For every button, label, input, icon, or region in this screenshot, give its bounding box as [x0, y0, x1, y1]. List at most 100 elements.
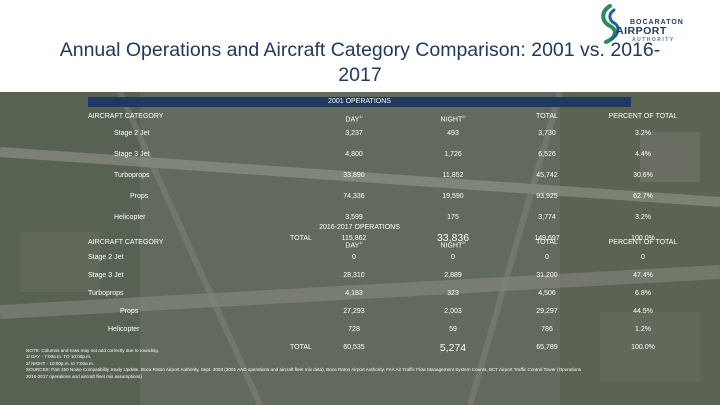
airport-logo: BOCARATON AIRPORT AUTHORITY [596, 4, 716, 48]
note-line: 2/ NIGHT - 10:00p.m. to 7:00a.m. [26, 360, 95, 366]
section-2016-title: 2016-2017 OPERATIONS [319, 224, 400, 231]
header-percent: PERCENT OF TOTAL [608, 239, 678, 246]
table-row: Turboprops 33,890 11,852 45,742 30.6% [88, 165, 683, 186]
total-cell: 0 [545, 254, 549, 261]
total-cell: 3,730 [538, 130, 556, 137]
header-total: TOTAL [536, 239, 558, 246]
table-row: Stage 3 Jet 4,800 1,726 6,526 4.4% [88, 144, 683, 165]
category-cell: Stage 3 Jet [88, 272, 124, 279]
percent-cell: 3.2% [635, 130, 651, 137]
table-row: Props 27,293 2,003 29,297 44.5% [88, 303, 683, 321]
table-total-row: TOTAL 60,535 5,274 65,789 100.0% [88, 339, 683, 357]
night-cell: 2,003 [444, 308, 462, 315]
night-total-cell: 33,836 [436, 232, 470, 244]
day-cell: 4,183 [345, 290, 363, 297]
day-cell: 33,890 [343, 172, 365, 179]
total-cell: 45,742 [536, 172, 558, 179]
header-day: DAY1/ [345, 240, 363, 250]
table-row: Props 74,336 19,590 93,925 62.7% [88, 186, 683, 207]
table-total-row: TOTAL 115,862 33,836 149,697 100.0% [88, 228, 683, 249]
grand-total-cell: 65,789 [536, 344, 558, 351]
day-cell: 3,599 [345, 214, 363, 221]
slide-title: Annual Operations and Aircraft Category … [59, 39, 661, 86]
table-row: Helicopter 728 59 786 1.2% [88, 321, 683, 339]
header-percent: PERCENT OF TOTAL [608, 113, 678, 120]
night-cell: 323 [447, 290, 459, 297]
category-cell: Turboprops [88, 290, 124, 297]
night-total-cell: 5,274 [439, 342, 467, 354]
category-cell: Turboprops [114, 172, 150, 179]
grand-total-cell: 149,697 [534, 235, 560, 242]
percent-cell: 6.8% [635, 290, 651, 297]
section-2001-title: 2001 OPERATIONS [88, 97, 631, 107]
header-day: DAY1/ [345, 114, 363, 124]
aerial-photo-background [0, 92, 720, 405]
table-2001: AIRCRAFT CATEGORY DAY1/ NIGHT2/ TOTAL PE… [88, 111, 683, 249]
day-cell: 27,293 [343, 308, 365, 315]
percent-cell: 0 [641, 254, 645, 261]
header-night: NIGHT2/ [440, 240, 466, 250]
total-cell: 6,526 [538, 151, 556, 158]
day-cell: 728 [348, 326, 360, 333]
day-total-cell: 115,862 [341, 235, 367, 242]
note-line: NOTE: Columns and rows may not add corre… [26, 348, 160, 353]
percent-cell: 44.5% [633, 308, 653, 315]
logo-middle-text: AIRPORT [616, 25, 667, 37]
night-cell: 175 [447, 214, 459, 221]
percent-cell: 62.7% [633, 193, 653, 200]
night-cell: 11,852 [442, 172, 464, 179]
slide-header: Annual Operations and Aircraft Category … [0, 0, 720, 92]
header-total: TOTAL [536, 113, 558, 120]
logo-top-text: BOCARATON [630, 19, 684, 26]
percent-total-cell: 100.0% [631, 344, 655, 351]
category-cell: Stage 3 Jet [114, 151, 150, 158]
category-cell: Props [120, 308, 139, 315]
table-row: Stage 3 Jet 28,310 2,889 31,200 47.4% [88, 267, 683, 285]
total-cell: 93,925 [536, 193, 558, 200]
night-cell: 19,590 [442, 193, 464, 200]
footnotes: NOTE: Columns and rows may not add corre… [26, 348, 701, 380]
table-row: Turboprops 4,183 323 4,506 6.8% [88, 285, 683, 303]
header-night: NIGHT2/ [440, 114, 466, 124]
night-cell: 493 [447, 130, 459, 137]
night-cell: 2,889 [444, 272, 462, 279]
night-cell: 59 [449, 326, 457, 333]
day-cell: 74,336 [343, 193, 365, 200]
header-aircraft-category: AIRCRAFT CATEGORY [88, 113, 164, 120]
percent-total-cell: 100.0% [631, 235, 655, 242]
total-cell: 4,506 [538, 290, 556, 297]
category-cell: Props [130, 193, 149, 200]
day-cell: 28,310 [343, 272, 365, 279]
table-row: Stage 2 Jet 0 0 0 0 [88, 249, 683, 267]
total-cell: 31,200 [536, 272, 558, 279]
percent-cell: 47.4% [633, 272, 653, 279]
note-line: SOURCES: Part 150 Noise Compatibility St… [26, 367, 582, 373]
total-cell: 786 [541, 326, 553, 333]
percent-cell: 1.2% [635, 326, 651, 333]
table-header-row: AIRCRAFT CATEGORY DAY1/ NIGHT2/ TOTAL PE… [88, 237, 683, 249]
total-label: TOTAL [290, 235, 312, 242]
percent-cell: 3.2% [635, 214, 651, 221]
category-cell: Stage 2 Jet [88, 254, 124, 261]
table-2016: AIRCRAFT CATEGORY DAY1/ NIGHT2/ TOTAL PE… [88, 237, 683, 357]
category-cell: Stage 2 Jet [114, 130, 150, 137]
percent-cell: 30.6% [633, 172, 653, 179]
day-cell: 3,237 [345, 130, 363, 137]
night-cell: 0 [451, 254, 455, 261]
category-cell: Helicopter [108, 326, 140, 333]
table-row: Helicopter 3,599 175 3,774 3.2% [88, 207, 683, 228]
note-line: 1/ DAY - 7:00a.m. TO 10:00p.m. [26, 354, 92, 360]
total-cell: 3,774 [538, 214, 556, 221]
category-cell: Helicopter [114, 214, 146, 221]
percent-cell: 4.4% [635, 151, 651, 158]
note-line: 2016-2017 operations and aircraft fleet … [26, 373, 142, 379]
header-aircraft-category: AIRCRAFT CATEGORY [88, 239, 164, 246]
day-cell: 4,800 [345, 151, 363, 158]
total-cell: 29,297 [536, 308, 558, 315]
night-cell: 1,726 [444, 151, 462, 158]
logo-bottom-text: AUTHORITY [632, 37, 675, 43]
day-cell: 0 [352, 254, 356, 261]
table-header-row: AIRCRAFT CATEGORY DAY1/ NIGHT2/ TOTAL PE… [88, 111, 683, 123]
table-row: Stage 2 Jet 3,237 493 3,730 3.2% [88, 123, 683, 144]
day-total-cell: 60,535 [343, 344, 365, 351]
